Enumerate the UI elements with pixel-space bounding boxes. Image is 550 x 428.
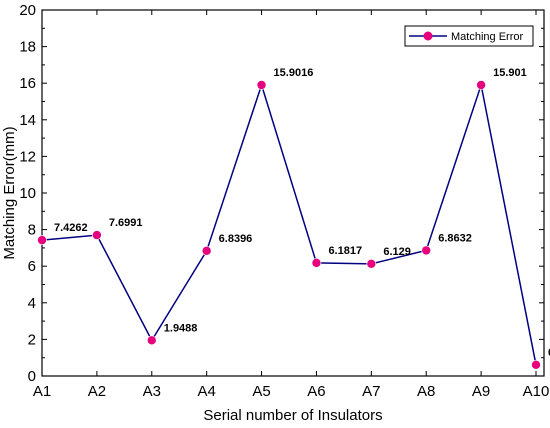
legend-marker <box>423 31 433 41</box>
data-label: 7.6991 <box>109 217 143 229</box>
y-tick-label: 20 <box>19 2 36 19</box>
y-tick-label: 10 <box>19 185 36 202</box>
data-label: 6.8632 <box>438 232 472 244</box>
x-tick-label: A10 <box>523 383 550 400</box>
data-point <box>366 259 377 269</box>
data-point <box>256 80 267 90</box>
data-label: 15.901 <box>493 67 527 79</box>
data-point <box>37 235 47 245</box>
x-tick-label: A6 <box>307 383 325 400</box>
x-tick-label: A5 <box>252 383 270 400</box>
x-tick-label: A7 <box>362 383 380 400</box>
data-point <box>531 360 541 370</box>
data-label: 15.9016 <box>274 67 314 79</box>
data-label: 6.129 <box>383 246 411 258</box>
data-point <box>201 246 212 256</box>
x-tick-label: A1 <box>33 383 51 400</box>
x-axis: A1 A2 A3 A4 A5 A6 A7 A8 A9 A10 <box>33 10 550 400</box>
y-tick-label: 8 <box>28 222 36 239</box>
series-line <box>41 82 537 365</box>
y-tick-label: 4 <box>28 295 36 312</box>
x-axis-title: Serial number of Insulators <box>203 407 382 424</box>
y-axis-title: Matching Error(mm) <box>1 126 18 259</box>
y-tick-label: 18 <box>19 39 36 56</box>
data-label: 1.9488 <box>164 322 198 334</box>
legend-series-name: Matching Error <box>451 31 523 43</box>
data-label: 0.6108 <box>548 347 550 359</box>
y-tick-label: 16 <box>19 75 36 92</box>
data-point <box>311 258 322 268</box>
series-layer: 7.4262 7.6991 1.9488 6.8396 15.9016 6.1817 6.1… <box>37 67 550 370</box>
data-point <box>146 335 157 346</box>
y-tick-label: 0 <box>28 368 36 385</box>
data-point <box>421 245 432 256</box>
data-point <box>476 80 486 90</box>
plot-border <box>41 9 545 377</box>
data-label: 6.1817 <box>328 245 362 257</box>
x-tick-label: A9 <box>472 383 490 400</box>
data-label: 6.8396 <box>219 233 253 245</box>
y-axis: 0 2 4 6 8 10 12 14 16 18 20 <box>19 2 544 385</box>
legend-box <box>404 25 534 47</box>
x-tick-label: A2 <box>88 383 106 400</box>
data-point <box>92 230 102 240</box>
y-tick-label: 2 <box>28 331 36 348</box>
y-tick-label: 12 <box>19 148 36 165</box>
x-tick-label: A4 <box>197 383 215 400</box>
y-tick-label: 6 <box>28 258 36 275</box>
legend: Matching Error <box>404 25 534 47</box>
y-tick-label: 14 <box>19 112 36 129</box>
data-label: 7.4262 <box>54 222 88 234</box>
x-tick-label: A8 <box>417 383 435 400</box>
plot-frame <box>41 9 545 377</box>
x-tick-label: A3 <box>143 383 161 400</box>
